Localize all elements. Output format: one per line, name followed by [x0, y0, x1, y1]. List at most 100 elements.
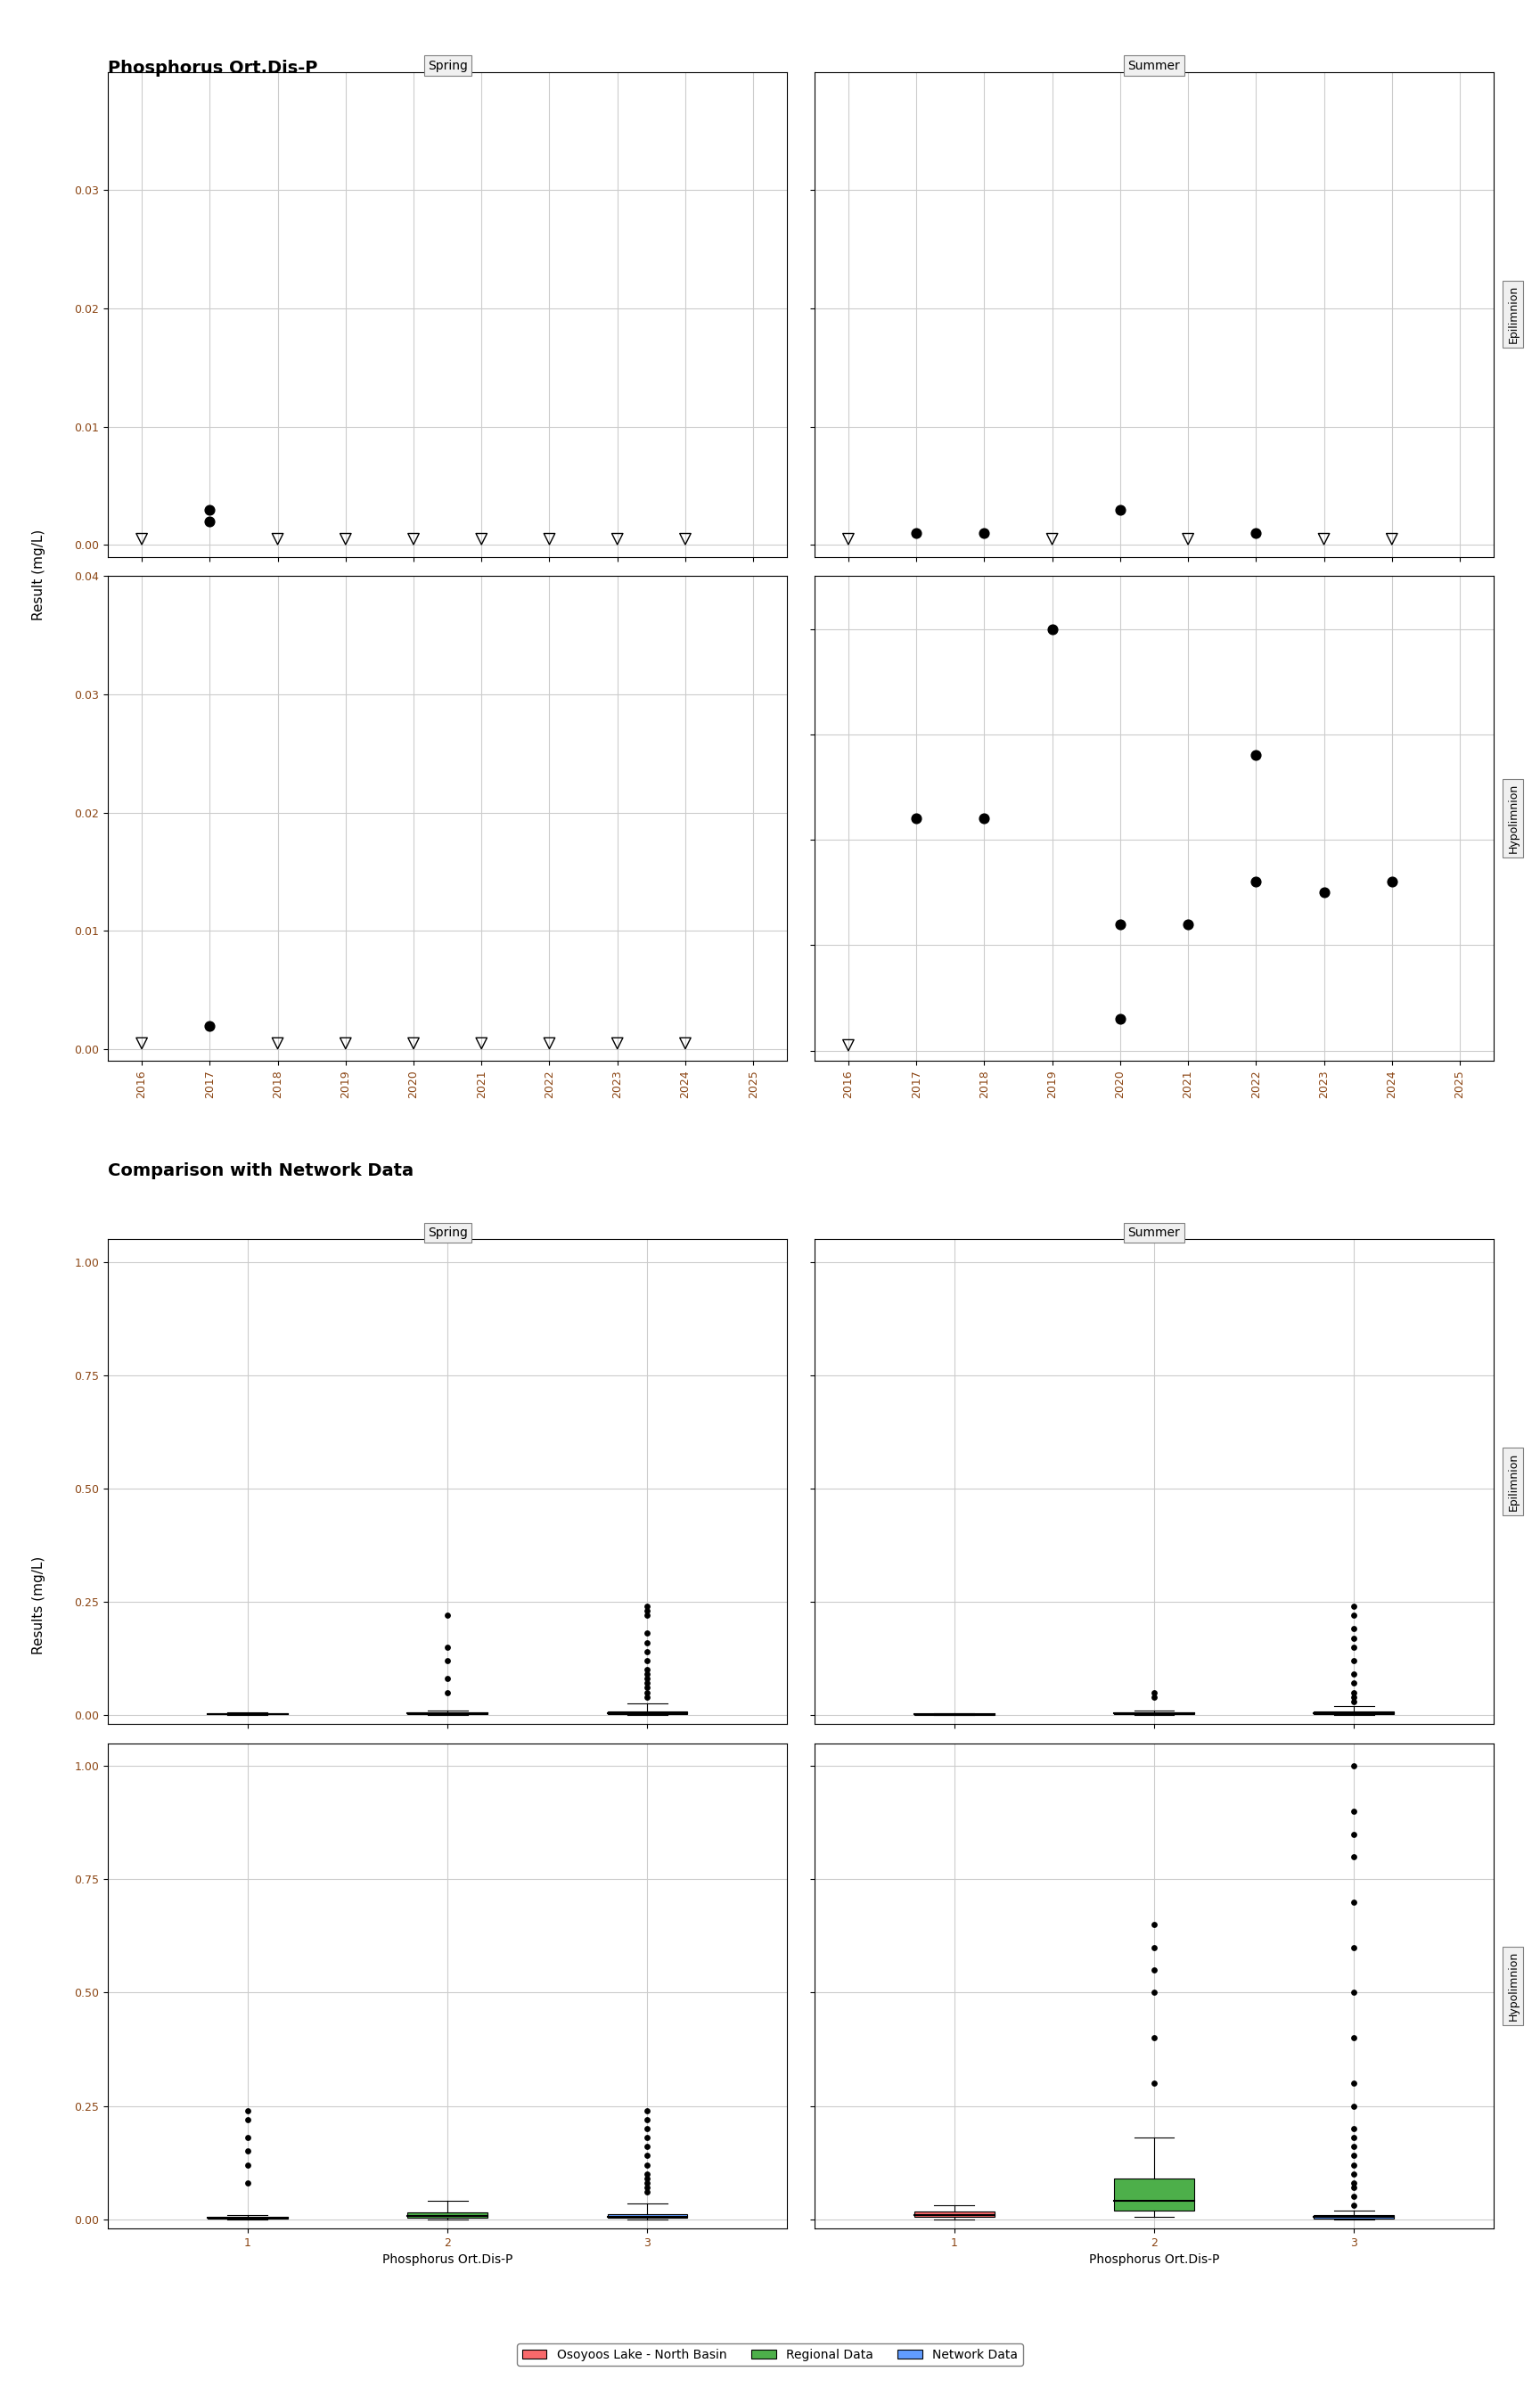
Point [1244, 736, 1269, 774]
Point [1141, 1974, 1166, 2013]
Point [1341, 2063, 1366, 2101]
Point [1341, 1677, 1366, 1716]
Point [634, 2128, 659, 2166]
Point [1341, 1627, 1366, 1665]
Point [1341, 1596, 1366, 1634]
Point [1244, 515, 1269, 553]
Point [634, 1656, 659, 1694]
Point [634, 1668, 659, 1706]
Point [436, 1660, 460, 1699]
Point [1341, 1620, 1366, 1658]
Point [634, 1586, 659, 1624]
Text: Epilimnion: Epilimnion [1508, 1452, 1518, 1509]
Point [1341, 2137, 1366, 2176]
Point [333, 520, 357, 558]
Point [1341, 2108, 1366, 2147]
Point [402, 520, 427, 558]
Point [1141, 1950, 1166, 1989]
Text: Phosphorus Ort.Dis-P: Phosphorus Ort.Dis-P [108, 60, 317, 77]
Point [1341, 1672, 1366, 1711]
Text: Comparison with Network Data: Comparison with Network Data [108, 1162, 414, 1179]
Point [634, 1596, 659, 1634]
Point [1341, 1747, 1366, 1785]
Point [1341, 1610, 1366, 1648]
Point [634, 2159, 659, 2197]
Point [634, 2168, 659, 2207]
FancyBboxPatch shape [1113, 2178, 1194, 2209]
FancyBboxPatch shape [1314, 2214, 1394, 2219]
Point [129, 520, 154, 558]
Point [1141, 2063, 1166, 2101]
Point [634, 1665, 659, 1704]
Point [265, 520, 290, 558]
Point [1341, 1682, 1366, 1720]
Point [1380, 520, 1404, 558]
Point [129, 1023, 154, 1061]
Point [634, 1651, 659, 1689]
Point [634, 1615, 659, 1653]
Point [1341, 1838, 1366, 1876]
Point [972, 515, 996, 553]
Point [1341, 1883, 1366, 1922]
Point [537, 520, 562, 558]
Point [197, 1006, 222, 1045]
Point [1341, 1665, 1366, 1704]
Point [972, 800, 996, 839]
Point [1341, 2154, 1366, 2192]
Point [1107, 491, 1132, 530]
Text: Hypolimnion: Hypolimnion [1508, 1950, 1518, 2020]
Point [1341, 1586, 1366, 1624]
Point [1341, 2164, 1366, 2202]
Point [634, 1677, 659, 1716]
Point [333, 1023, 357, 1061]
Point [634, 2137, 659, 2176]
Point [634, 2118, 659, 2156]
Text: Result (mg/L): Result (mg/L) [32, 530, 45, 621]
Point [265, 1023, 290, 1061]
Point [836, 1025, 861, 1064]
Point [197, 503, 222, 541]
Point [1341, 2020, 1366, 2058]
Point [634, 2154, 659, 2192]
Point [836, 520, 861, 558]
Point [1040, 609, 1064, 647]
Point [1341, 1792, 1366, 1831]
Point [470, 520, 494, 558]
Point [236, 2164, 260, 2202]
Point [402, 1023, 427, 1061]
Point [1141, 2020, 1166, 2058]
Point [1141, 1677, 1166, 1716]
Point [634, 1622, 659, 1660]
Point [673, 520, 698, 558]
Point [634, 2108, 659, 2147]
Point [236, 2132, 260, 2171]
Text: Summer: Summer [1127, 1227, 1180, 1239]
Point [1341, 2188, 1366, 2226]
Point [436, 1641, 460, 1680]
Point [1341, 1641, 1366, 1680]
FancyBboxPatch shape [408, 2212, 488, 2216]
Point [904, 515, 929, 553]
Text: Spring: Spring [428, 60, 468, 72]
Point [634, 2101, 659, 2140]
Point [1380, 863, 1404, 901]
FancyBboxPatch shape [607, 1711, 687, 1713]
Legend: Osoyoos Lake - North Basin, Regional Data, Network Data: Osoyoos Lake - North Basin, Regional Dat… [517, 2343, 1023, 2365]
Point [1107, 999, 1132, 1037]
Point [436, 1627, 460, 1665]
Text: Hypolimnion: Hypolimnion [1508, 783, 1518, 853]
Point [1341, 1656, 1366, 1694]
Point [1141, 1672, 1166, 1711]
Text: Results (mg/L): Results (mg/L) [32, 1555, 45, 1656]
Point [1040, 520, 1064, 558]
FancyBboxPatch shape [915, 2212, 995, 2216]
Text: Epilimnion: Epilimnion [1508, 285, 1518, 343]
Point [1107, 906, 1132, 944]
X-axis label: Phosphorus Ort.Dis-P: Phosphorus Ort.Dis-P [382, 2255, 513, 2267]
Point [634, 2147, 659, 2185]
Text: Summer: Summer [1127, 60, 1180, 72]
Point [470, 1023, 494, 1061]
Point [1141, 1929, 1166, 1967]
Point [1175, 520, 1200, 558]
Point [634, 2092, 659, 2130]
